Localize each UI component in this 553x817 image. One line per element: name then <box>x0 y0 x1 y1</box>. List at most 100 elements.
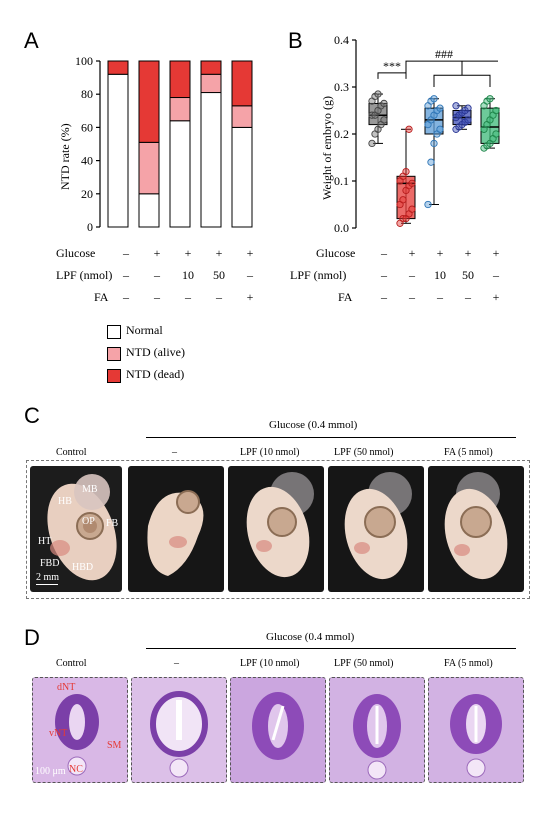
histology-lpf50 <box>329 677 425 783</box>
legend-swatch-dead <box>107 369 121 383</box>
chart-b-point <box>380 99 388 108</box>
chart-a-bar-segment <box>231 60 253 107</box>
chart-b-point <box>492 130 500 138</box>
figure-c-col-2: LPF (10 nmol) <box>240 447 300 458</box>
panel-label-b: B <box>288 28 303 53</box>
figure-c-header-rule <box>146 437 516 438</box>
cond-b-glucose-cell: + <box>492 246 500 260</box>
cond-a-lpf-cell: – <box>154 268 160 282</box>
chart-a-bar-segment <box>231 105 253 128</box>
panel-label-a: A <box>24 28 39 53</box>
cond-a-lpf-cell: 10 <box>182 268 194 282</box>
chart-b-point <box>399 196 407 204</box>
legend-swatch-alive <box>107 347 121 361</box>
chart-b-point <box>374 90 382 98</box>
chart-a-ytick-label: 40 <box>81 154 93 168</box>
histology-control: dNT vNT NC SM 100 μm <box>32 677 128 783</box>
cond-b-fa-cell: – <box>381 290 387 304</box>
row-lpf-b: LPF (nmol) <box>290 268 347 282</box>
chart-b-point <box>486 95 494 103</box>
cond-b-glucose-cell: + <box>408 246 416 260</box>
cond-b-lpf-cell: 10 <box>434 268 446 282</box>
figure-d-col-4: FA (5 nmol) <box>444 658 493 669</box>
chart-a-bar-segment <box>169 120 191 228</box>
chart-a-ytick-label: 60 <box>81 120 93 134</box>
chart-a-bar-segment <box>138 141 160 195</box>
figure-c-frame <box>26 460 530 599</box>
cond-b-lpf-cell: – <box>381 268 387 282</box>
chart-b-point <box>427 158 435 166</box>
chart-a-bar-segment <box>138 60 160 143</box>
cond-a-fa-cell: – <box>185 290 191 304</box>
embryo-label-mb: MB <box>82 484 98 495</box>
cond-a-fa-cell: – <box>154 290 160 304</box>
legend-swatch-normal <box>107 325 121 339</box>
scale-bar-c-label: 2 mm <box>36 572 60 583</box>
embryo-label-fb: FB <box>106 518 119 529</box>
chart-b-ytick-label: 0.3 <box>334 80 349 94</box>
figure-d-col-1: – <box>174 658 179 669</box>
figure-d-header-rule <box>146 648 516 649</box>
chart-b-point <box>424 200 432 209</box>
chart-a-bar-segment <box>200 60 222 75</box>
row-glucose-a: Glucose <box>56 246 96 260</box>
chart-a-bar-segment <box>169 60 191 99</box>
hist-label-dnt: dNT <box>57 682 76 693</box>
chart-b-ytick-label: 0.1 <box>334 174 349 188</box>
embryo-label-hb: HB <box>58 496 72 507</box>
embryo-label-ht: HT <box>38 536 52 547</box>
cond-a-lpf-cell: – <box>247 268 253 282</box>
chart-b-point <box>380 116 388 124</box>
chart-b-point <box>452 102 460 110</box>
cond-a-fa-cell: – <box>216 290 222 304</box>
chart-b-ytick-label: 0.0 <box>334 221 349 235</box>
chart-b-bracket-1 <box>377 72 407 79</box>
cond-b-glucose-cell: – <box>381 246 387 260</box>
cond-b-fa-cell: – <box>409 290 415 304</box>
cond-b-fa-cell: – <box>437 290 443 304</box>
figure-d-col-2: LPF (10 nmol) <box>240 658 300 669</box>
embryo-label-op: OP <box>82 516 95 527</box>
cond-a-lpf-cell: 50 <box>213 268 225 282</box>
chart-b-point <box>402 167 410 176</box>
scale-bar-c <box>36 584 58 585</box>
cond-a-glucose-cell: – <box>123 246 129 260</box>
chart-b-ytick-label: 0.2 <box>334 127 349 141</box>
row-lpf-a: LPF (nmol) <box>56 268 113 282</box>
chart-a-bar-segment <box>231 126 253 228</box>
cond-a-glucose-cell: + <box>246 246 254 260</box>
chart-b-ytick-label: 0.4 <box>334 33 349 47</box>
embryo-photo-control: MB HB OP FB HT FBD HBD 2 mm <box>30 466 122 592</box>
hist-label-vnt: vNT <box>49 728 68 739</box>
figure-c-col-1: – <box>172 447 177 458</box>
chart-b-sig-2: ### <box>435 47 453 61</box>
chart-a-ytick-label: 0 <box>87 220 93 234</box>
figure-d-header: Glucose (0.4 mmol) <box>266 631 355 643</box>
chart-b-point <box>408 205 416 213</box>
chart-a-ytick-label: 20 <box>81 187 93 201</box>
row-fa-a: FA <box>94 290 109 304</box>
cond-b-glucose-cell: + <box>436 246 444 260</box>
hist-label-nc: NC <box>69 764 83 775</box>
embryo-label-hbd: HBD <box>72 562 94 573</box>
row-fa-b: FA <box>338 290 353 304</box>
panel-label-c: C <box>24 403 40 428</box>
cond-b-lpf-cell: – <box>409 268 415 282</box>
chart-b-point <box>430 95 438 103</box>
chart-b-sig-1: *** <box>383 59 401 73</box>
figure-c-col-3: LPF (50 nmol) <box>334 447 394 458</box>
cond-a-glucose-cell: + <box>184 246 192 260</box>
chart-a-bar-segment <box>200 73 222 94</box>
legend-label-alive: NTD (alive) <box>126 345 185 359</box>
cond-a-fa-cell: + <box>246 290 254 304</box>
cond-b-fa-cell: – <box>465 290 471 304</box>
cond-b-fa-cell: + <box>492 290 500 304</box>
chart-a-ytick-label: 80 <box>81 87 93 101</box>
chart-a-bar-segment <box>107 60 129 75</box>
figure-c-header: Glucose (0.4 mmol) <box>269 419 358 431</box>
embryo-photo-fa <box>428 466 524 592</box>
chart-b-point <box>492 106 500 115</box>
cond-a-glucose-cell: + <box>215 246 223 260</box>
chart-b-point <box>464 116 472 124</box>
chart-b-ylabel: Weight of embryo (g) <box>320 95 334 200</box>
